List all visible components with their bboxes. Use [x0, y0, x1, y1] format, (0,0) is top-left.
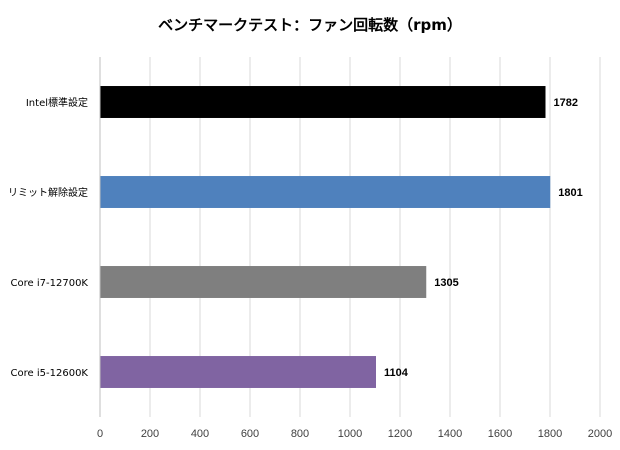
- bar: [100, 356, 376, 388]
- chart-title: ベンチマークテスト：ファン回転数（rpm）: [158, 16, 462, 34]
- x-tick-label: 600: [241, 428, 259, 440]
- data-labels: 1782 1801 1305 1104: [384, 97, 583, 379]
- x-tick-label: 1400: [438, 428, 462, 440]
- x-tick-label: 200: [141, 428, 159, 440]
- x-tick-label: 0: [97, 428, 103, 440]
- data-label: 1801: [558, 187, 582, 199]
- category-label: Core i5-12600K: [11, 368, 89, 379]
- category-label: リミット解除設定: [8, 186, 88, 199]
- x-tick-label: 1600: [488, 428, 512, 440]
- x-tick-label: 800: [291, 428, 309, 440]
- bars: [100, 86, 551, 388]
- x-tick-label: 400: [191, 428, 209, 440]
- bar: [100, 86, 546, 118]
- x-tick-label: 1800: [538, 428, 562, 440]
- category-label: Core i7-12700K: [11, 278, 89, 289]
- x-tick-label: 1200: [388, 428, 412, 440]
- x-tick-labels: 0 200 400 600 800 1000 1200 1400 1600 1800 2000: [97, 428, 612, 440]
- x-tick-label: 2000: [588, 428, 612, 440]
- data-label: 1305: [434, 277, 458, 289]
- data-label: 1782: [554, 97, 578, 109]
- bar: [100, 266, 427, 298]
- category-label: Intel標準設定: [26, 96, 88, 109]
- data-label: 1104: [384, 367, 409, 379]
- bar: [100, 176, 551, 208]
- x-tick-label: 1000: [338, 428, 362, 440]
